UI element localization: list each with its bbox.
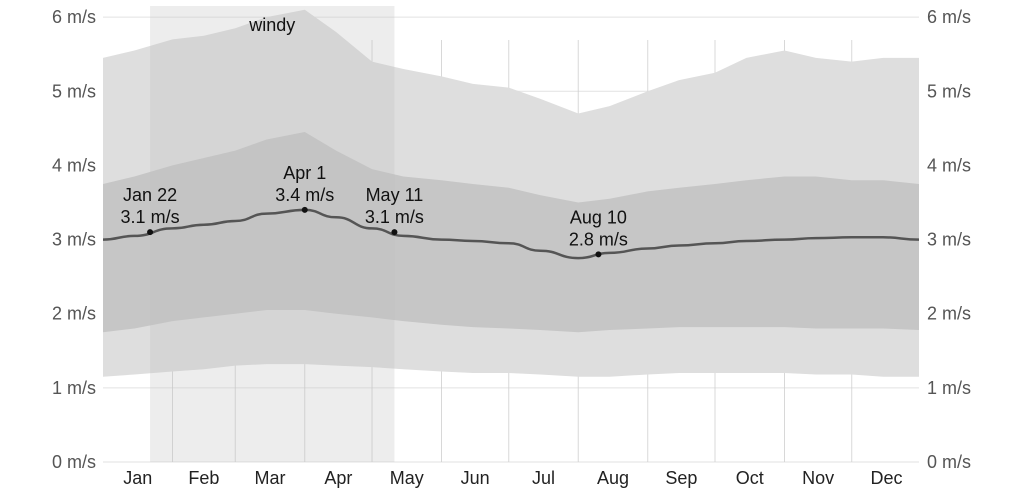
windy-season-shade [150, 6, 395, 462]
line-layer [102, 208, 920, 260]
axis-layer: Jan Feb Mar Apr May Jun Jul Aug Sep Oct Nov Dec 0 m/… [52, 7, 971, 488]
annotation-value-label: 2.8 m/s [569, 229, 628, 249]
y-tick-label-right: 1 m/s [927, 378, 971, 398]
y-tick-label-left: 3 m/s [52, 230, 96, 250]
month-label: Apr [324, 468, 352, 488]
y-tick-label-left: 6 m/s [52, 7, 96, 27]
month-label: Dec [870, 468, 902, 488]
p25-p75-band [103, 132, 919, 333]
month-label: Jul [532, 468, 555, 488]
average-wind-line [102, 208, 920, 260]
y-tick-label-right: 4 m/s [927, 155, 971, 175]
annotation-point [391, 229, 398, 236]
annotation-date-label: May 11 [366, 185, 424, 205]
month-label: Jun [461, 468, 490, 488]
month-label: Sep [665, 468, 697, 488]
annotation-value-label: 3.1 m/s [121, 207, 180, 227]
y-tick-label-left: 4 m/s [52, 155, 96, 175]
annotation-date-label: Apr 1 [283, 163, 326, 183]
month-label: Oct [736, 468, 764, 488]
y-tick-label-left: 1 m/s [52, 378, 96, 398]
month-label: Aug [597, 468, 629, 488]
y-tick-label-left: 2 m/s [52, 304, 96, 324]
annotation-value-label: 3.1 m/s [365, 207, 424, 227]
month-label: Jan [123, 468, 152, 488]
annotation-date-label: Aug 10 [570, 207, 627, 227]
season-layer: windy [150, 6, 395, 462]
y-tick-label-right: 6 m/s [927, 7, 971, 27]
month-label: Feb [188, 468, 219, 488]
annotation-date-label: Jan 22 [123, 185, 177, 205]
y-tick-label-right: 5 m/s [927, 81, 971, 101]
y-tick-label-right: 2 m/s [927, 304, 971, 324]
band-layer [103, 9, 919, 377]
month-label: Mar [255, 468, 286, 488]
y-tick-label-left: 5 m/s [52, 81, 96, 101]
windy-season-label: windy [248, 15, 295, 35]
annotation-point [595, 251, 602, 258]
y-tick-label-right: 3 m/s [927, 230, 971, 250]
annotation-value-label: 3.4 m/s [275, 185, 334, 205]
month-label: Nov [802, 468, 834, 488]
y-tick-label-right: 0 m/s [927, 452, 971, 472]
annotation-point [147, 229, 154, 236]
y-tick-label-left: 0 m/s [52, 452, 96, 472]
annotation-point [301, 206, 308, 213]
month-label: May [390, 468, 424, 488]
